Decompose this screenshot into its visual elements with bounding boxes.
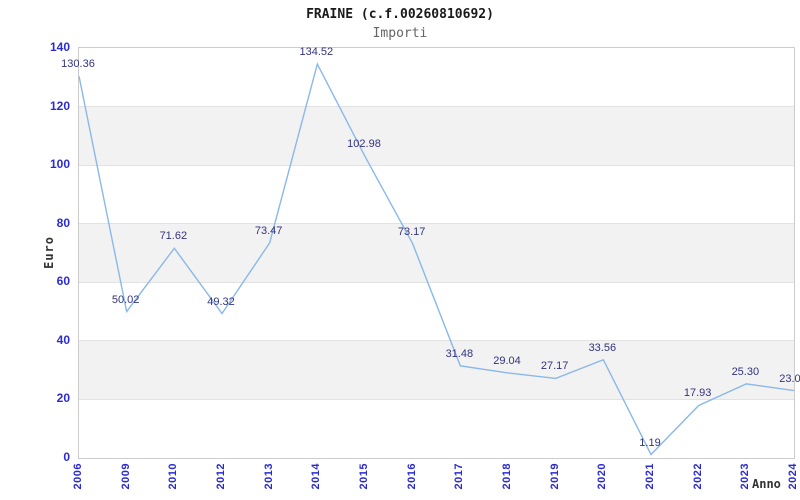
point-value-label: 134.52 bbox=[299, 46, 334, 59]
plot-area bbox=[78, 47, 795, 459]
y-tick-label: 100 bbox=[49, 157, 70, 172]
gridline bbox=[79, 106, 794, 108]
point-value-label: 73.17 bbox=[397, 225, 426, 238]
y-tick-label: 20 bbox=[56, 391, 70, 406]
gridline bbox=[79, 281, 794, 283]
x-tick-label: 2016 bbox=[405, 463, 418, 490]
x-tick-label: 2023 bbox=[739, 463, 752, 490]
point-value-label: 27.17 bbox=[540, 360, 569, 373]
y-tick-label: 140 bbox=[49, 40, 70, 54]
plot-band bbox=[79, 106, 794, 166]
y-tick-label: 0 bbox=[63, 450, 70, 464]
x-tick-label: 2010 bbox=[167, 463, 180, 490]
gridline bbox=[79, 164, 794, 166]
plot-band bbox=[79, 223, 794, 283]
y-axis-label: Euro bbox=[42, 236, 56, 269]
x-tick-label: 2017 bbox=[453, 463, 466, 490]
importi-series-line bbox=[78, 62, 795, 456]
x-tick-label: 2012 bbox=[215, 463, 227, 490]
x-tick-label: 2006 bbox=[72, 463, 84, 490]
plot-band bbox=[79, 340, 794, 400]
point-value-label: 73.47 bbox=[254, 224, 283, 237]
point-value-label: 23.04 bbox=[779, 372, 800, 385]
x-tick-label: 2009 bbox=[119, 463, 132, 490]
x-tick-label: 2018 bbox=[501, 463, 513, 490]
x-axis-label: Anno bbox=[752, 477, 781, 491]
x-tick-label: 2022 bbox=[691, 463, 704, 490]
point-value-label: 17.93 bbox=[683, 387, 712, 400]
point-value-label: 49.32 bbox=[207, 295, 235, 308]
x-tick-label: 2014 bbox=[310, 463, 323, 490]
y-tick-label: 80 bbox=[56, 215, 70, 230]
y-tick-label: 120 bbox=[49, 98, 70, 113]
x-tick-label: 2020 bbox=[596, 463, 609, 490]
point-value-label: 1.19 bbox=[639, 436, 661, 449]
x-tick-label: 2013 bbox=[262, 463, 275, 490]
gridline bbox=[79, 398, 794, 400]
x-tick-label: 2019 bbox=[548, 463, 561, 490]
x-tick-label: 2024 bbox=[787, 463, 799, 490]
point-value-label: 33.56 bbox=[588, 341, 617, 354]
point-value-label: 102.98 bbox=[347, 138, 381, 151]
gridline bbox=[79, 340, 794, 342]
point-value-label: 29.04 bbox=[493, 354, 521, 367]
gridline bbox=[79, 223, 794, 225]
y-tick-label: 60 bbox=[56, 274, 70, 289]
point-value-label: 31.48 bbox=[445, 347, 474, 360]
chart-subtitle: Importi bbox=[372, 26, 428, 41]
point-value-label: 71.62 bbox=[159, 230, 188, 243]
chart-title: FRAINE (c.f.00260810692) bbox=[306, 7, 494, 22]
point-value-label: 130.36 bbox=[61, 58, 95, 71]
x-tick-label: 2021 bbox=[644, 463, 656, 490]
x-tick-label: 2015 bbox=[358, 463, 370, 490]
point-value-label: 25.30 bbox=[731, 365, 760, 378]
y-tick-label: 40 bbox=[56, 332, 70, 347]
point-value-label: 50.02 bbox=[111, 293, 140, 306]
